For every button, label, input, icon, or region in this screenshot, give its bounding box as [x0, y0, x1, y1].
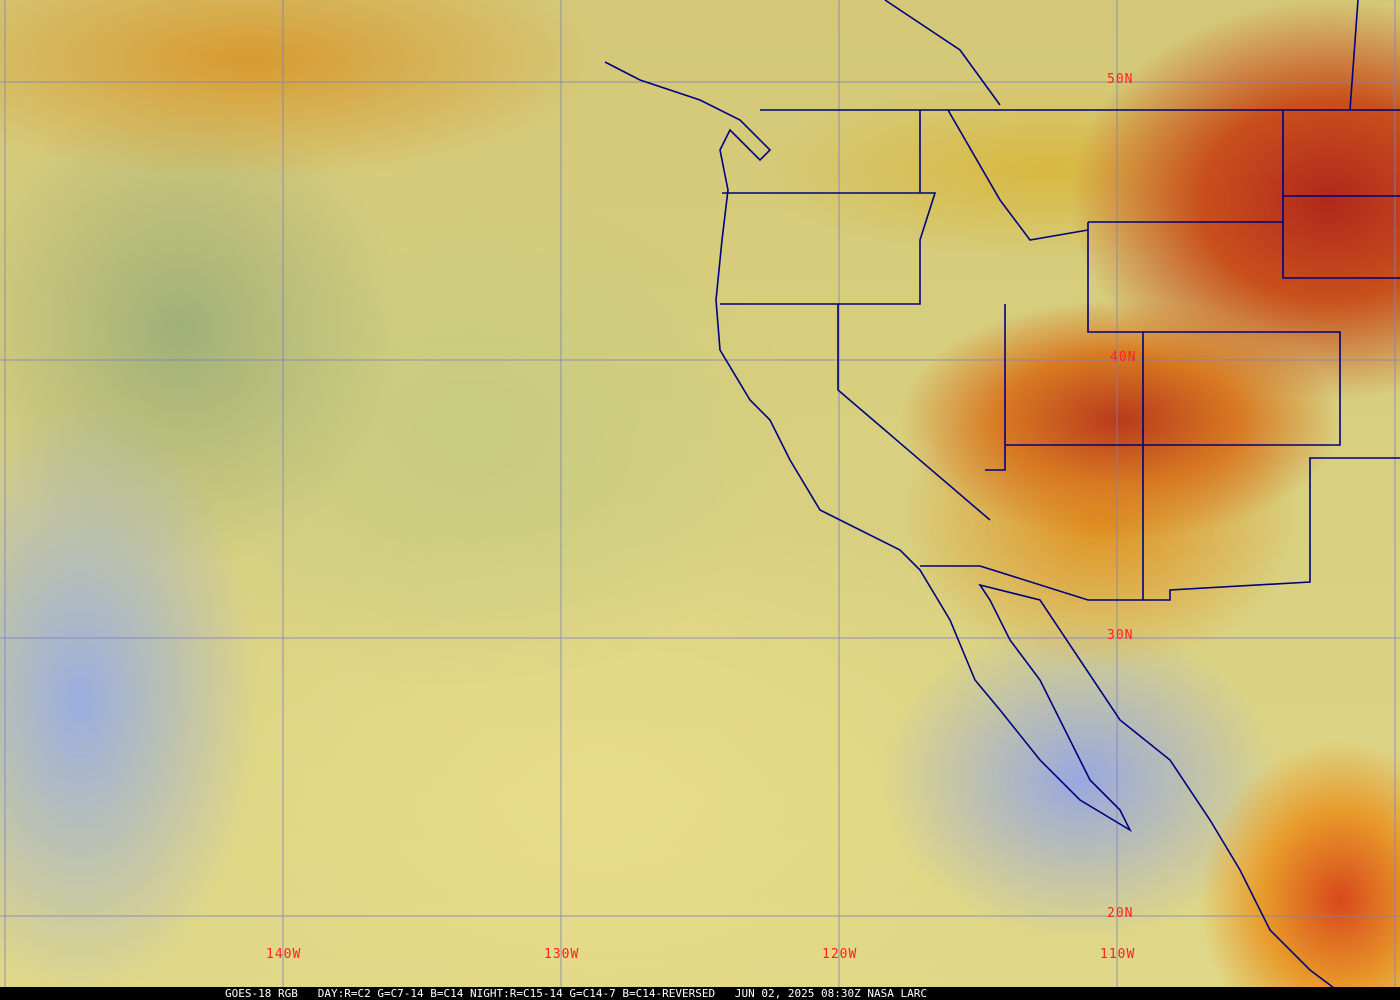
- lon-label-120w: 120W: [822, 947, 858, 962]
- lon-label-140w: 140W: [266, 947, 302, 962]
- state-borders: [720, 0, 1400, 601]
- image-caption: GOES-18 RGB DAY:R=C2 G=C7-14 B=C14 NIGHT…: [0, 987, 1400, 1000]
- coastline: [604, 61, 1351, 1000]
- lat-label-50n: 50N: [1107, 72, 1134, 87]
- lon-label-110w: 110W: [1100, 947, 1136, 962]
- borders: [604, 0, 1400, 1000]
- lon-label-130w: 130W: [544, 947, 580, 962]
- lat-label-40n: 40N: [1110, 350, 1137, 365]
- lat-label-30n: 30N: [1107, 628, 1134, 643]
- lat-label-20n: 20N: [1107, 906, 1134, 921]
